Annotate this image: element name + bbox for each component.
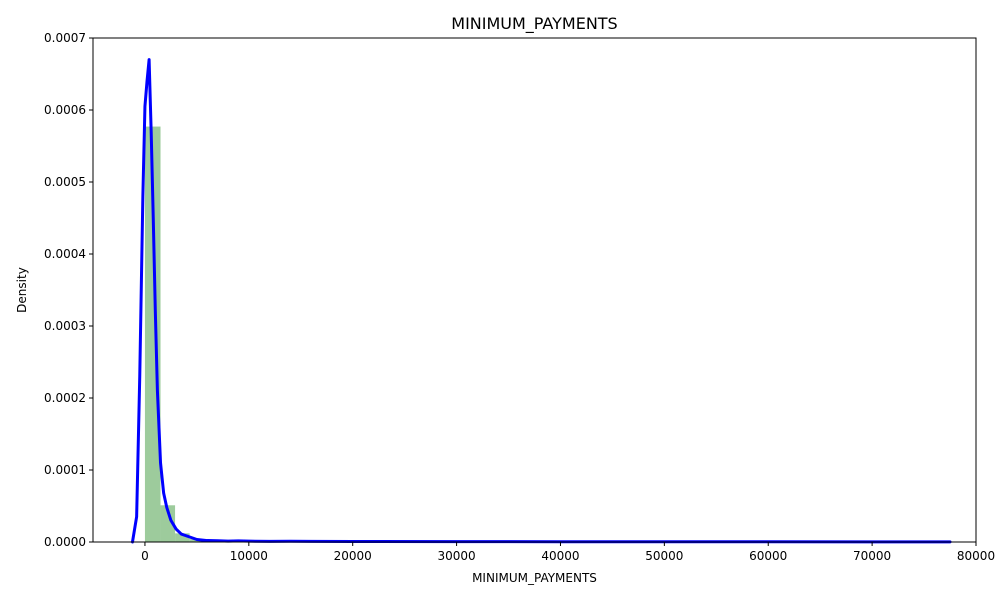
y-tick-label: 0.0002 [44,391,86,405]
plot-frame [92,37,977,543]
y-axis: 0.0000 0.0001 0.0002 0.0003 0.0004 0.0005 0.00… [44,31,93,549]
y-tick-label: 0.0005 [44,175,86,189]
kde-curve [130,58,952,544]
x-tick-label: 20000 [334,549,372,563]
y-tick-label: 0.0001 [44,463,86,477]
histogram-bar [175,533,190,542]
y-tick-label: 0.0004 [44,247,86,261]
x-tick-label: 70000 [853,549,891,563]
y-tick-label: 0.0006 [44,103,86,117]
y-tick-label: 0.0007 [44,31,86,45]
y-tick-label: 0.0000 [44,535,86,549]
x-tick-label: 10000 [230,549,268,563]
x-tick-label: 80000 [957,549,995,563]
x-tick-label: 50000 [645,549,683,563]
y-tick-label: 0.0003 [44,319,86,333]
x-axis-label: MINIMUM_PAYMENTS [472,571,597,585]
x-tick-label: 0 [141,549,149,563]
y-axis-label: Density [15,267,29,313]
x-tick-label: 60000 [749,549,787,563]
x-tick-label: 30000 [437,549,475,563]
chart-title: MINIMUM_PAYMENTS [451,14,617,34]
x-tick-label: 40000 [541,549,579,563]
histogram-bar [144,126,161,542]
x-axis: 0 10000 20000 30000 40000 50000 60000 70000 8000… [141,542,995,563]
histogram-bar [160,505,176,542]
histogram-bars [144,126,235,542]
